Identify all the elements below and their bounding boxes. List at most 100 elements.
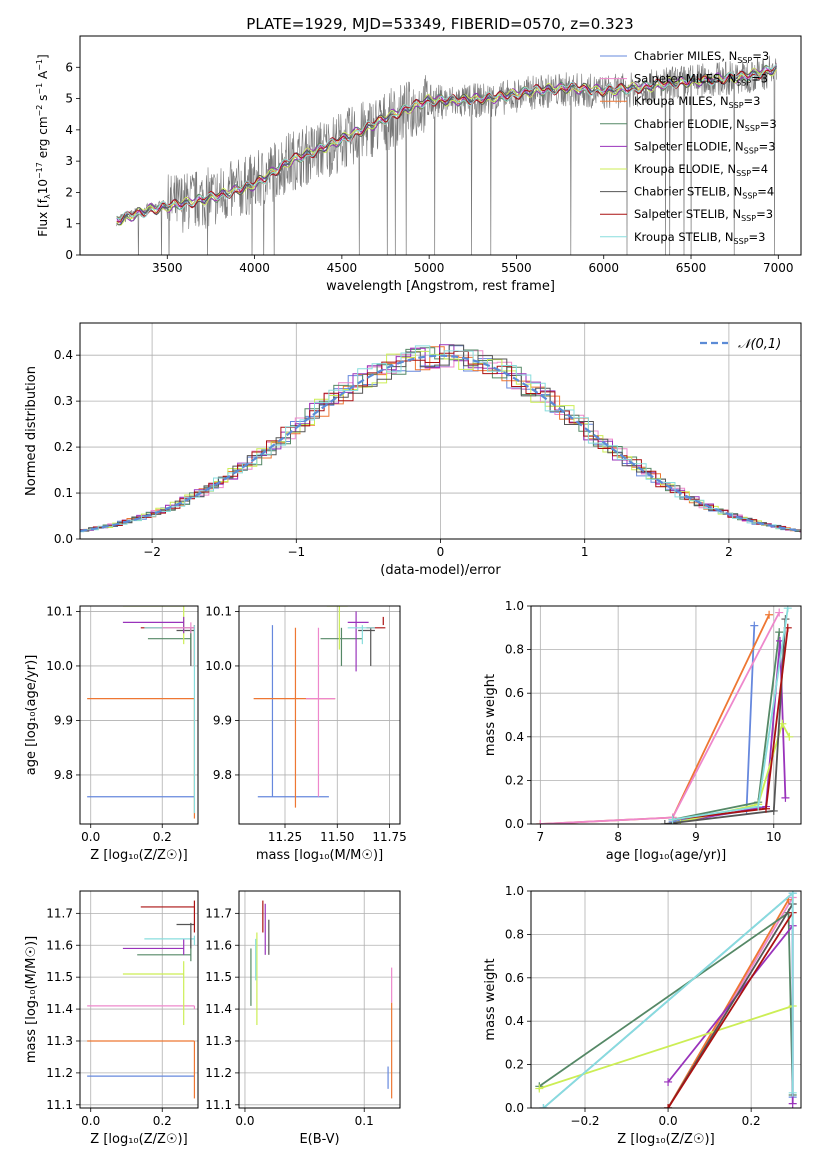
y-tick-label: 11.5 [205,970,232,984]
panel-age_vs_mass: 11.25 11.50 11.75 9.8 9.9 10.0 10.1 mass [log₁₀… [205,604,406,863]
y-tick-label: 11.1 [205,1098,232,1112]
legend-label: Kroupa STELIB, NSSP=3 [634,230,765,246]
x-axis-label: Z [log₁₀(Z/Z☉)] [617,1132,714,1147]
y-tick-label: 0.8 [505,643,524,657]
weight-marker [783,606,792,613]
x-axis-label: wavelength [Angstrom, rest frame] [326,279,555,294]
axes-frame [79,605,199,825]
x-tick-label: 8 [614,830,622,844]
panel-mass_vs_ebv: 0.0 0.1 11.1 11.2 11.3 11.4 11.5 11.6 11.7 E(B-V) [205,890,401,1147]
plot-area [250,900,393,1099]
x-tick-label: 7000 [763,261,794,275]
weight-line-8 [667,912,794,1108]
x-tick-label: 0.2 [742,1114,761,1128]
x-tick-label: 10 [766,830,781,844]
weight-marker [535,1084,544,1093]
plot-area [80,344,801,533]
plot-area [87,900,196,1099]
y-tick-label: 5 [65,92,73,106]
weight-marker [761,804,770,813]
y-tick-label: 1.0 [505,599,524,613]
x-tick-label: 4000 [239,261,270,275]
y-tick-label: 11.7 [205,906,232,920]
figure-title: PLATE=1929, MJD=53349, FIBERID=0570, z=0… [246,15,633,33]
normal-curve [80,354,801,532]
y-tick-label: 0.6 [505,686,524,700]
x-tick-label: 6000 [588,261,619,275]
x-axis-label: age [log₁₀(age/yr)] [606,848,727,863]
panel-residuals: −2 −1 0 1 2 0.0 0.1 0.2 0.3 0.4 (data-model)/error… [24,322,802,578]
weight-marker [769,806,778,815]
y-tick-label: 11.4 [205,1002,232,1016]
x-tick-label: −0.2 [570,1114,599,1128]
weight-marker [785,732,794,741]
y-tick-label: 10.1 [46,604,73,618]
y-tick-label: 0.1 [54,486,73,500]
plot-area [535,891,797,1108]
panel-spectrum: 3500 4000 4500 5000 5500 6000 6500 7000 0 1 2 3 4 5 6 w… [35,35,802,294]
x-tick-label: 5000 [414,261,445,275]
x-tick-label: −2 [143,545,161,559]
y-axis-label: Flux [fλ10−17 erg cm−2 s−1 A−1] [35,54,52,236]
plot-area [536,606,794,824]
y-tick-label: 0.8 [505,927,524,941]
y-axis-label: mass [log₁₀(M/M☉)] [24,936,39,1063]
y-tick-label: 0.2 [54,440,73,454]
x-tick-label: 3500 [152,261,183,275]
x-tick-label: 0 [437,545,445,559]
y-tick-label: 11.3 [46,1034,73,1048]
x-tick-label: 2 [725,545,733,559]
y-tick-label: 11.4 [46,1002,73,1016]
axes-frame [79,890,199,1109]
x-tick-label: 11.75 [372,830,406,844]
x-tick-label: 1 [581,545,589,559]
panel-weight_vs_z: −0.2 0.0 0.2 0.0 0.2 0.4 0.6 0.8 1.0 Z [log₁₀(Z/Z… [483,884,802,1147]
panel-age_vs_z: 0.0 0.2 9.8 9.9 10.0 10.1 Z [log₁₀(Z/Z☉)] age [… [24,604,199,863]
axes-frame [79,322,802,540]
legend-label: 𝒩(0,1) [738,337,781,352]
y-tick-label: 0.4 [505,1014,524,1028]
x-tick-label: 0.0 [235,1114,254,1128]
x-tick-label: 6500 [676,261,707,275]
y-axis-label: mass weight [483,674,498,756]
y-axis-label: age [log₁₀(age/yr)] [24,655,39,776]
y-tick-label: 11.7 [46,906,73,920]
weight-marker [539,1104,548,1108]
axes-frame [238,605,401,825]
legend-label: Chabrier STELIB, NSSP=4 [634,185,774,201]
weight-marker [775,628,784,637]
x-axis-label: Z [log₁₀(Z/Z☉)] [90,1132,187,1147]
weight-marker [788,1099,797,1108]
y-tick-label: 0.0 [505,1101,524,1115]
y-tick-label: 10.0 [205,659,232,673]
x-tick-label: 0.2 [153,1114,172,1128]
y-tick-label: 9.8 [213,768,232,782]
y-tick-label: 0.4 [54,348,73,362]
x-tick-label: −1 [287,545,305,559]
legend-label: Chabrier MILES, NSSP=3 [634,49,769,65]
x-tick-label: 0.0 [81,1114,100,1128]
observed-spectrum [116,55,777,255]
weight-line-3 [667,899,790,1108]
x-tick-label: 0.0 [659,1114,678,1128]
y-tick-label: 1.0 [505,884,524,898]
x-tick-label: 4500 [327,261,358,275]
y-tick-label: 11.2 [46,1066,73,1080]
y-tick-label: 11.2 [205,1066,232,1080]
y-tick-label: 9.9 [213,713,232,727]
x-axis-label: (data-model)/error [380,563,501,578]
y-tick-label: 11.6 [205,938,232,952]
x-tick-label: 0.1 [355,1114,374,1128]
x-tick-label: 9 [692,830,700,844]
plot-area [87,606,196,819]
weight-marker [788,1088,797,1097]
y-tick-label: 11.6 [46,938,73,952]
legend-label: Kroupa ELODIE, NSSP=4 [634,162,768,178]
histogram-9 [80,345,801,533]
axes-frame [79,35,802,256]
legend-label: Chabrier ELODIE, NSSP=3 [634,117,777,133]
model-spectrum-8 [116,63,777,223]
legend-label: Salpeter STELIB, NSSP=3 [634,207,773,223]
x-tick-label: 5500 [501,261,532,275]
